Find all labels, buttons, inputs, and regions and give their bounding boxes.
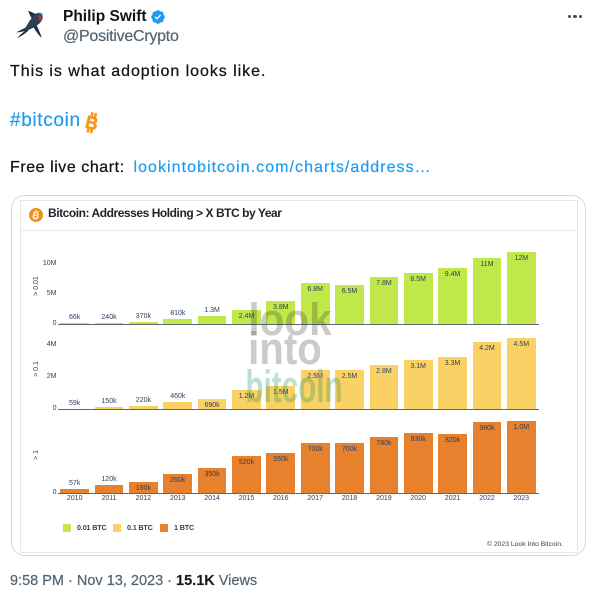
svg-text:B: B (83, 112, 100, 135)
svg-text:B: B (31, 210, 40, 221)
